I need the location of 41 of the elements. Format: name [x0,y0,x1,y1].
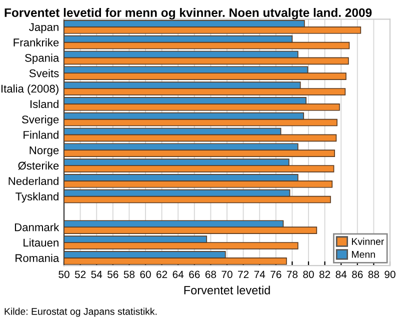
x-tick-label: 82 [319,270,330,278]
y-tick-label: Spania [25,54,60,64]
y-tick-label: Frankrike [14,38,59,46]
x-tick-label: 54 [91,270,102,278]
y-tick-label: Danmark [14,223,60,232]
x-tick-label: 52 [74,270,86,278]
x-tick-label: 56 [108,270,118,278]
x-tick-label: 90 [384,270,396,278]
text: Kilde: Eurostat og Japans statistikk. [4,308,157,317]
y-tick-label: Romania [16,254,60,262]
x-tick-label: 88 [368,270,380,278]
x-tick-label: 80 [303,270,314,278]
x-tick-label: 84 [336,270,347,278]
x-tick-label: 74 [254,270,266,278]
y-tick-label: Nederland [8,176,58,186]
legend-label: Kvinner [352,238,384,245]
x-tick-label: 70 [222,270,232,278]
y-tick-label: Litauen [24,238,58,247]
x-tick-label: 58 [124,270,135,278]
y-tick-label: Island [30,100,58,108]
x-tick-label: 68 [205,270,216,278]
y-tick-label: Japan [29,23,58,34]
x-tick-label: 78 [286,270,298,278]
legend-label: Menn [352,251,375,258]
x-tick-label: 64 [172,270,184,278]
x-axis-title: Forventet levetid [184,286,270,294]
x-tick-label: 76 [270,270,282,278]
y-tick-label: Tyskland [16,192,58,203]
y-tick-label: Norge [30,146,59,156]
y-tick-label: Italia (2008) [1,84,58,95]
x-tick-label: 66 [189,270,200,278]
y-tick-label: Sveits [29,69,59,78]
x-tick-label: 60 [140,270,151,278]
chart-title: Forventet levetid for menn og kvinner. Noen utvalgte land. 2009 [4,8,372,20]
y-tick-label: Finland [24,130,58,139]
x-tick-label: 50 [58,270,70,278]
y-tick-label: Sverige [22,115,59,126]
x-tick-label: 86 [352,270,363,278]
y-tick-label: Østerike [18,161,59,170]
x-tick-label: 62 [156,270,168,278]
x-tick-label: 72 [238,270,249,278]
